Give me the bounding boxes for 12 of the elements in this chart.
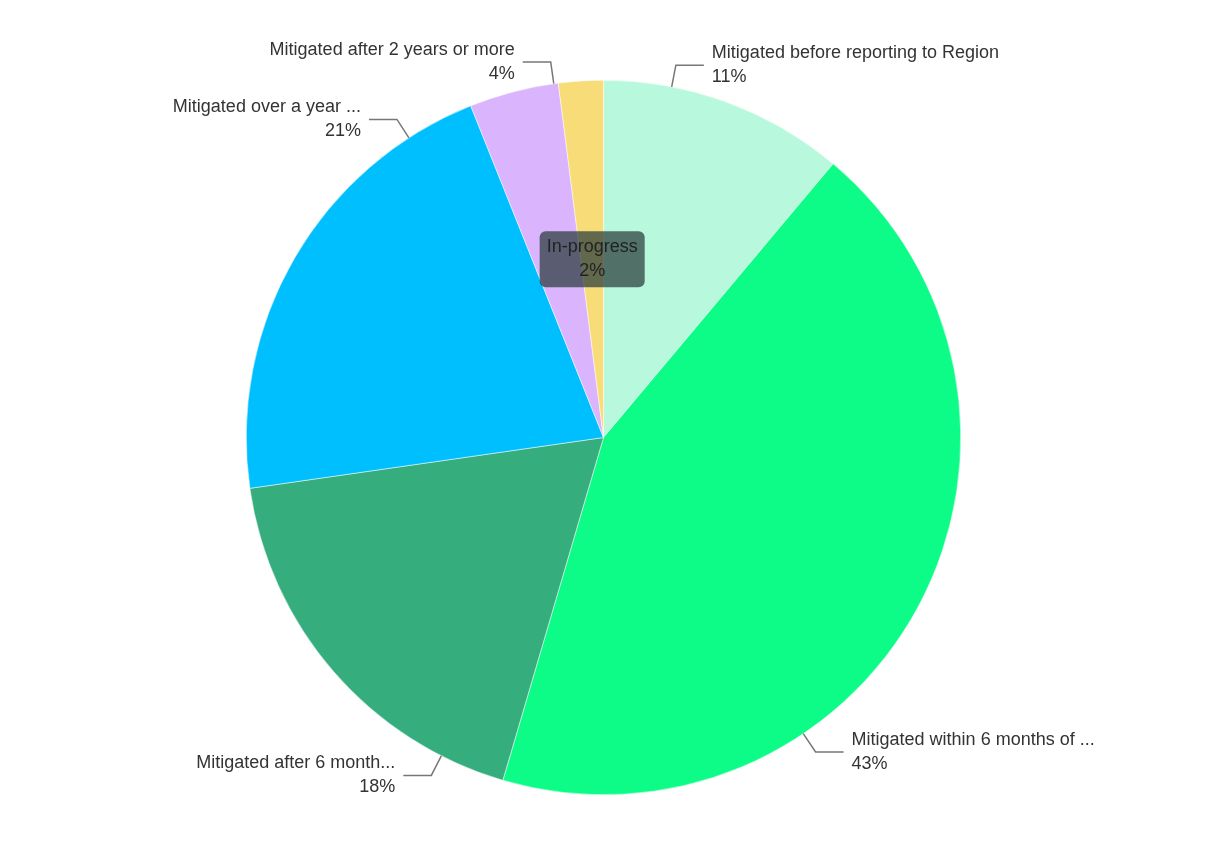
data-label: 18% <box>359 776 396 797</box>
slice-label: Mitigated within 6 months of ... <box>851 728 1095 749</box>
slice-label: Mitigated after 2 years or more <box>269 38 515 59</box>
slice-label: Mitigated after 6 month... <box>196 752 396 773</box>
data-label: 4% <box>488 62 515 83</box>
data-label: 43% <box>851 752 888 773</box>
data-label: 11% <box>711 66 747 87</box>
slice-label: In-progress <box>546 236 638 257</box>
slice-label: Mitigated before reporting to Region <box>711 42 1000 63</box>
slice-label: Mitigated over a year ... <box>172 96 361 117</box>
data-label: 21% <box>324 120 361 141</box>
data-label: 2% <box>579 260 606 281</box>
